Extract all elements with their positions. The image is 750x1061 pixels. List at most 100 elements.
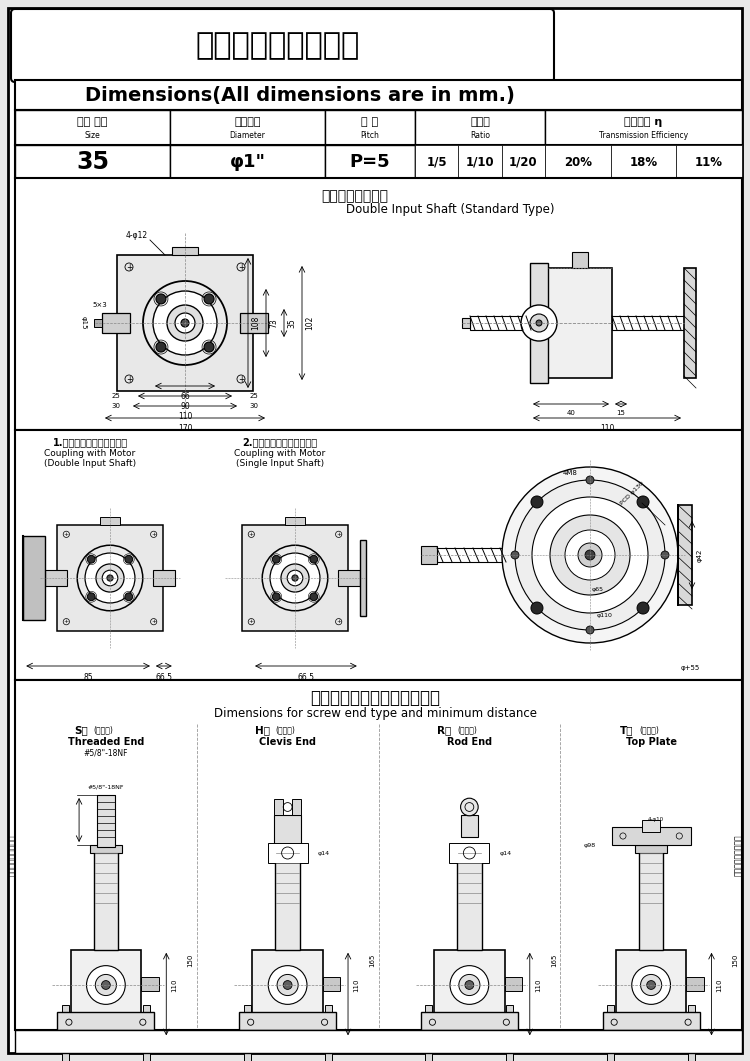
- Bar: [360, 540, 366, 616]
- Circle shape: [181, 319, 189, 327]
- Bar: [141, 977, 159, 991]
- Circle shape: [268, 966, 307, 1005]
- Bar: [15, 178, 742, 430]
- Circle shape: [287, 570, 303, 586]
- Text: 5×3: 5×3: [93, 302, 107, 308]
- Bar: [15, 145, 742, 178]
- Circle shape: [578, 543, 602, 567]
- Text: 1.直結式（雙入油墨右端）: 1.直結式（雙入油墨右端）: [53, 437, 128, 447]
- Circle shape: [637, 495, 649, 508]
- Bar: [686, 977, 704, 991]
- Bar: [415, 145, 545, 178]
- Text: (牙口式): (牙口式): [94, 726, 114, 734]
- Text: 150: 150: [188, 954, 194, 967]
- Text: 110: 110: [716, 978, 722, 992]
- Text: (頂板式): (頂板式): [639, 726, 659, 734]
- Circle shape: [272, 593, 280, 601]
- Bar: [58, 1012, 154, 1030]
- Circle shape: [640, 974, 662, 995]
- Bar: [23, 536, 45, 620]
- Bar: [603, 1012, 700, 1030]
- Text: Rod End: Rod End: [447, 737, 492, 747]
- Text: Coupling with Motor: Coupling with Motor: [44, 449, 136, 457]
- Bar: [274, 815, 301, 845]
- Text: 170: 170: [178, 424, 192, 433]
- Text: φ14: φ14: [500, 851, 512, 855]
- Bar: [240, 313, 268, 333]
- Text: 35: 35: [287, 318, 296, 328]
- Bar: [272, 845, 304, 853]
- Bar: [506, 1005, 513, 1061]
- Circle shape: [511, 551, 519, 559]
- Bar: [153, 570, 175, 586]
- Circle shape: [87, 593, 95, 601]
- Text: 螺旋升降機外型尺寸: 螺旋升降機外型尺寸: [196, 32, 360, 60]
- Text: 20%: 20%: [564, 156, 592, 169]
- Bar: [15, 110, 742, 145]
- Text: 2.直結式（單入油墨右端）: 2.直結式（單入油墨右端）: [242, 437, 317, 447]
- Bar: [15, 110, 170, 145]
- Circle shape: [284, 980, 292, 990]
- Circle shape: [156, 294, 166, 303]
- Text: 1/5: 1/5: [426, 156, 447, 169]
- Circle shape: [87, 555, 95, 563]
- Circle shape: [632, 966, 670, 1005]
- Text: 66: 66: [180, 392, 190, 401]
- Circle shape: [272, 555, 280, 563]
- Bar: [130, 268, 240, 378]
- Text: 桿端型式及最短距離關係尺寸: 桿端型式及最短距離關係尺寸: [310, 689, 440, 707]
- Bar: [635, 845, 667, 853]
- Text: 型號 規格: 型號 規格: [77, 117, 108, 127]
- Bar: [616, 950, 686, 1021]
- Bar: [45, 570, 67, 586]
- Text: +: +: [336, 532, 341, 537]
- Bar: [90, 845, 122, 853]
- Text: 85: 85: [83, 673, 93, 682]
- Bar: [62, 1005, 69, 1061]
- Text: Coupling with Motor: Coupling with Motor: [234, 449, 326, 457]
- Text: +: +: [238, 375, 244, 383]
- Text: H型: H型: [254, 725, 270, 735]
- Bar: [545, 145, 610, 178]
- Bar: [502, 145, 545, 178]
- Bar: [94, 850, 118, 950]
- Bar: [545, 110, 742, 145]
- Text: Pitch: Pitch: [361, 131, 380, 139]
- Text: φ42: φ42: [697, 549, 703, 561]
- Text: P=5: P=5: [350, 153, 390, 171]
- Bar: [457, 850, 482, 950]
- Circle shape: [292, 575, 298, 581]
- Circle shape: [502, 467, 678, 643]
- Text: Clevis End: Clevis End: [260, 737, 316, 747]
- Text: Double Input Shaft (Standard Type): Double Input Shaft (Standard Type): [346, 204, 554, 216]
- Text: #5/8"-18NF: #5/8"-18NF: [84, 748, 128, 758]
- Circle shape: [277, 974, 298, 995]
- Circle shape: [153, 291, 217, 355]
- Text: +: +: [249, 532, 254, 537]
- Text: 11%: 11%: [695, 156, 723, 169]
- Text: φ+55: φ+55: [680, 665, 700, 671]
- Text: 螺桿直徑: 螺桿直徑: [234, 117, 261, 127]
- Circle shape: [167, 305, 203, 341]
- Text: Ratio: Ratio: [470, 131, 490, 139]
- Text: 雙入力（標準型）: 雙入力（標準型）: [322, 189, 388, 203]
- Bar: [642, 820, 660, 832]
- Bar: [545, 145, 742, 178]
- Bar: [170, 145, 325, 178]
- Bar: [458, 145, 502, 178]
- Text: 110: 110: [535, 978, 541, 992]
- Text: 108: 108: [251, 316, 260, 330]
- Text: Transmission Efficiency: Transmission Efficiency: [599, 131, 688, 139]
- Text: 螺 距: 螺 距: [362, 117, 379, 127]
- Bar: [415, 145, 458, 178]
- Bar: [325, 1005, 332, 1061]
- Text: (平口式): (平口式): [458, 726, 477, 734]
- Text: +: +: [126, 262, 132, 272]
- Text: φ14: φ14: [318, 851, 330, 855]
- Circle shape: [459, 974, 480, 995]
- Bar: [102, 313, 130, 333]
- Circle shape: [262, 545, 328, 611]
- Text: 66.5: 66.5: [298, 673, 314, 682]
- Text: 150: 150: [733, 954, 739, 967]
- Circle shape: [531, 602, 543, 614]
